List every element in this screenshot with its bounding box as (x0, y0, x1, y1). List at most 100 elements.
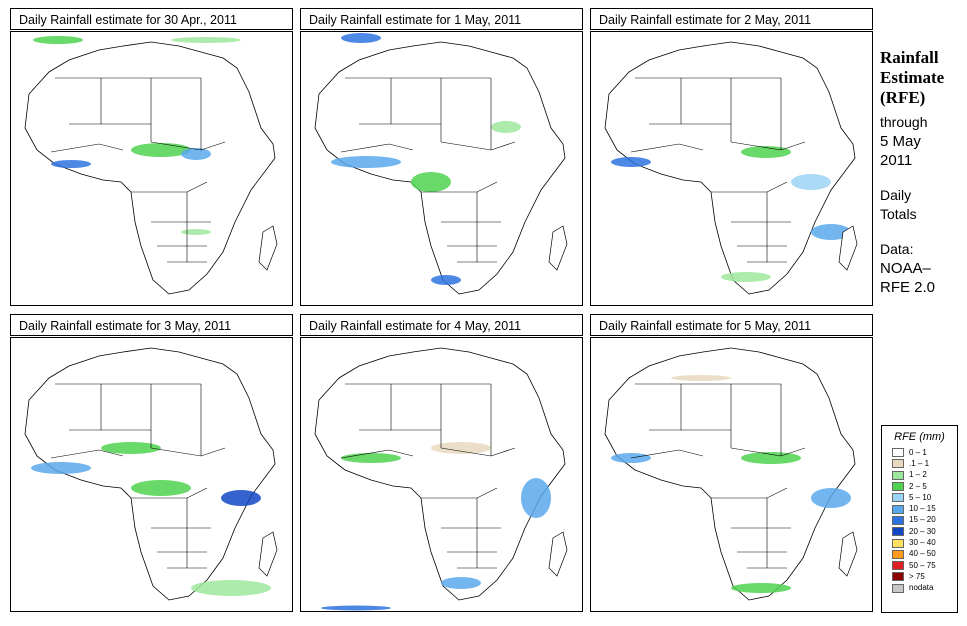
caption-data-label: Data: (880, 241, 914, 257)
legend-swatch (892, 459, 904, 469)
map-panel-4-may: Daily Rainfall estimate for 4 May, 2011 (300, 314, 585, 612)
map-panel-1-may: Daily Rainfall estimate for 1 May, 2011 (300, 8, 585, 306)
legend-swatch (892, 549, 904, 559)
legend-swatch (892, 515, 904, 525)
country-border (50, 449, 124, 459)
rainfall-patch (341, 33, 381, 43)
rainfall-map (300, 31, 583, 306)
legend-swatch (892, 583, 904, 593)
caption-heading-2: Estimate (880, 68, 945, 87)
legend-swatch (892, 470, 904, 480)
legend-item: > 75 (882, 571, 957, 582)
rainfall-patch (131, 143, 191, 157)
rainfall-patch (721, 272, 771, 282)
legend-item: 0 – 1 (882, 447, 957, 458)
rainfall-patch (191, 580, 271, 596)
country-border (630, 449, 704, 459)
rainfall-patch (811, 488, 851, 508)
legend-item: nodata (882, 583, 957, 594)
rainfall-patch (431, 275, 461, 285)
map-panel-30-apr: Daily Rainfall estimate for 30 Apr., 201… (10, 8, 295, 306)
country-border (630, 143, 704, 153)
legend-label: 30 – 40 (909, 538, 936, 548)
legend-swatch (892, 504, 904, 514)
map-panel-5-may: Daily Rainfall estimate for 5 May, 2011 (590, 314, 875, 612)
rainfall-patch (51, 160, 91, 168)
legend-swatch (892, 538, 904, 548)
rainfall-patch (331, 156, 401, 168)
caption-totals: Totals (880, 206, 917, 222)
legend-swatch (892, 561, 904, 571)
rainfall-patch (411, 172, 451, 192)
rainfall-patch (521, 478, 551, 518)
rainfall-map (10, 31, 293, 306)
legend-label: > 75 (909, 571, 925, 581)
rainfall-patch (101, 442, 161, 454)
legend-item: 10 – 15 (882, 503, 957, 514)
rainfall-patch (731, 583, 791, 593)
rainfall-patch (171, 37, 241, 43)
rainfall-patch (341, 453, 401, 463)
caption-source-2: RFE 2.0 (880, 279, 936, 296)
rainfall-patch (31, 462, 91, 474)
legend-item: 2 – 5 (882, 481, 957, 492)
legend-swatch (892, 493, 904, 503)
side-caption: Rainfall Estimate (RFE) through 5 May 20… (880, 48, 965, 297)
rainfall-map (10, 337, 293, 612)
rainfall-patch (131, 480, 191, 496)
legend-swatch (892, 448, 904, 458)
africa-map-svg (314, 33, 568, 295)
africa-map-svg (24, 347, 278, 601)
africa-map-svg (314, 347, 568, 611)
rainfall-patch (491, 121, 521, 133)
caption-heading-3: (RFE) (880, 88, 926, 107)
madagascar-outline (258, 225, 278, 271)
panel-title: Daily Rainfall estimate for 30 Apr., 201… (10, 8, 293, 30)
rainfall-patch (811, 224, 851, 240)
legend-label: 40 – 50 (909, 549, 936, 559)
legend-label: 1 – 2 (909, 470, 927, 480)
caption-source-1: NOAA– (880, 260, 931, 277)
rainfall-patch (741, 452, 801, 464)
rainfall-patch (181, 148, 211, 160)
rainfall-patch (221, 490, 261, 506)
africa-outline (604, 347, 856, 601)
map-panel-3-may: Daily Rainfall estimate for 3 May, 2011 (10, 314, 295, 612)
rainfall-map (300, 337, 583, 612)
africa-outline (24, 41, 276, 295)
rainfall-map (590, 31, 873, 306)
africa-outline (314, 41, 566, 295)
country-border (340, 449, 414, 459)
rainfall-patch (181, 229, 211, 235)
legend-label: 20 – 30 (909, 526, 936, 536)
legend-item: 5 – 10 (882, 492, 957, 503)
caption-through: through (880, 114, 928, 130)
africa-outline (604, 41, 856, 295)
legend-title: RFE (mm) (894, 431, 945, 443)
africa-outline (314, 347, 566, 601)
legend-label: 10 – 15 (909, 504, 936, 514)
legend-item: 40 – 50 (882, 549, 957, 560)
legend-label: 15 – 20 (909, 515, 936, 525)
caption-heading-1: Rainfall (880, 48, 939, 67)
africa-map-svg (24, 36, 278, 295)
legend-label: nodata (909, 583, 934, 593)
legend-item: 20 – 30 (882, 526, 957, 537)
legend-label: 5 – 10 (909, 492, 932, 502)
caption-date-1: 5 May (880, 133, 921, 150)
panel-title: Daily Rainfall estimate for 2 May, 2011 (590, 8, 873, 30)
legend-item: 15 – 20 (882, 515, 957, 526)
legend-label: 0 – 1 (909, 447, 927, 457)
rainfall-patch (321, 605, 391, 611)
rainfall-patch (791, 174, 831, 190)
panel-title: Daily Rainfall estimate for 4 May, 2011 (300, 314, 583, 336)
country-border (50, 143, 124, 153)
rainfall-patch (441, 577, 481, 589)
panel-title: Daily Rainfall estimate for 5 May, 2011 (590, 314, 873, 336)
caption-date-2: 2011 (880, 152, 913, 169)
country-border (340, 143, 414, 153)
madagascar-outline (548, 531, 568, 577)
madagascar-outline (258, 531, 278, 577)
legend-label: .1 – 1 (909, 458, 930, 468)
